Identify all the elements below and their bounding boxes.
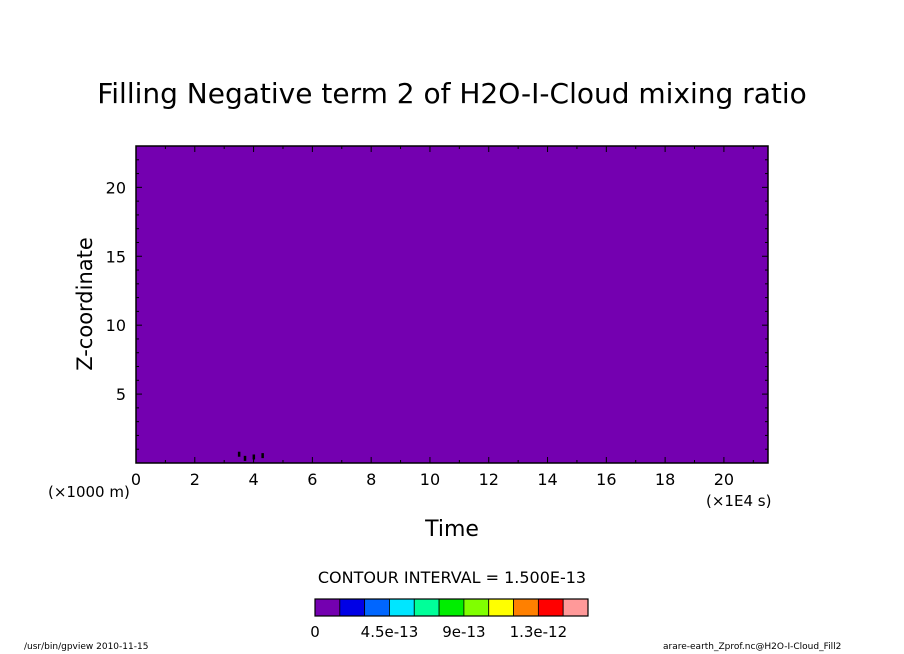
x-tick-label: 20 xyxy=(714,470,734,489)
x-tick-label: 18 xyxy=(655,470,675,489)
x-axis-label: Time xyxy=(424,517,479,542)
x-axis-units: (×1E4 s) xyxy=(706,492,771,510)
x-tick-label: 4 xyxy=(248,470,258,489)
colorbar-swatch xyxy=(562,598,589,617)
footer-right: arare-earth_Zprof.nc@H2O-I-Cloud_Fill2 xyxy=(663,642,842,652)
colorbar-labels: 0 4.5e-13 9e-13 1.3e-12 xyxy=(310,623,567,641)
colorbar-swatch xyxy=(364,598,390,617)
x-axis: 0 2 4 6 8 10 12 14 16 18 20 xyxy=(131,146,754,489)
colorbar-swatch xyxy=(537,598,564,617)
contour-interval: CONTOUR INTERVAL = 1.500E-13 xyxy=(318,568,586,587)
x-tick-label: 14 xyxy=(537,470,557,489)
colorbar-label: 0 xyxy=(310,623,320,641)
colorbar-frame xyxy=(314,598,589,617)
feature-mark xyxy=(237,451,241,457)
x-tick-label: 12 xyxy=(479,470,499,489)
colorbar-label: 9e-13 xyxy=(442,623,485,641)
feature-mark xyxy=(261,453,264,459)
colorbar-swatch xyxy=(314,598,341,617)
x-tick-label: 8 xyxy=(366,470,376,489)
x-tick-label: 6 xyxy=(307,470,317,489)
x-tick-label: 10 xyxy=(420,470,440,489)
feature-markers xyxy=(237,451,264,461)
colorbar-label: 1.3e-12 xyxy=(510,623,568,641)
colorbar-swatch xyxy=(413,598,440,617)
plot-area-fill xyxy=(135,145,769,464)
y-axis-label: Z-coordinate xyxy=(73,237,97,371)
y-tick-label: 15 xyxy=(106,247,126,266)
x-tick-label: 16 xyxy=(596,470,616,489)
colorbar-swatch xyxy=(513,598,539,617)
x-tick-label: 2 xyxy=(190,470,200,489)
colorbar-swatch xyxy=(389,598,415,617)
y-axis: 5 10 15 20 xyxy=(106,159,768,450)
colorbar-swatch xyxy=(488,598,514,617)
feature-mark xyxy=(243,455,247,461)
colorbar-swatch xyxy=(438,598,465,617)
y-tick-label: 20 xyxy=(106,178,126,197)
colorbar-label: 4.5e-13 xyxy=(361,623,419,641)
colorbar-swatch xyxy=(339,598,366,617)
chart-title: Filling Negative term 2 of H2O-I-Cloud m… xyxy=(97,77,807,110)
feature-mark xyxy=(252,454,256,460)
y-tick-label: 5 xyxy=(116,385,126,404)
footer-left: /usr/bin/gpview 2010-11-15 xyxy=(24,642,149,652)
colorbar-swatch xyxy=(463,598,490,617)
x-tick-label: 0 xyxy=(131,470,141,489)
y-tick-label: 10 xyxy=(106,316,126,335)
y-axis-units: (×1000 m) xyxy=(48,483,130,501)
colorbar xyxy=(314,598,589,617)
